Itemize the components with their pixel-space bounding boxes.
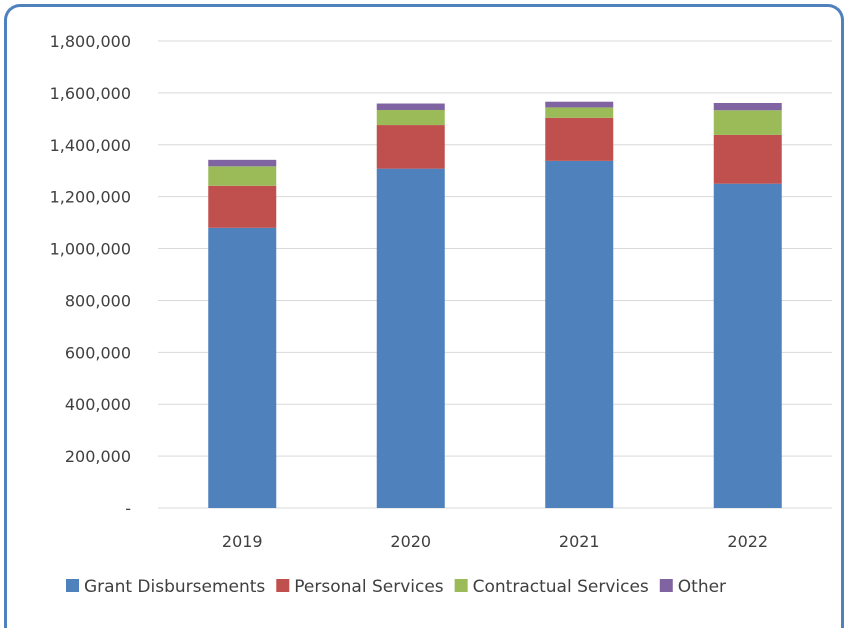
x-tick-label: 2022 — [727, 532, 768, 551]
y-tick-label: 400,000 — [65, 395, 131, 414]
bar-2020-contractual-services — [376, 110, 445, 126]
y-tick-label: 600,000 — [65, 343, 131, 362]
y-tick-label: 200,000 — [65, 447, 131, 466]
bar-2022-other — [713, 103, 782, 111]
bar-2022-contractual-services — [713, 110, 782, 135]
y-tick-label: 1,600,000 — [50, 84, 131, 103]
y-tick-label: 800,000 — [65, 291, 131, 310]
bar-2021-other — [545, 101, 614, 108]
x-tick-label: 2021 — [559, 532, 600, 551]
legend-label: Grant Disbursements — [84, 577, 265, 597]
bar-2021-grant-disbursements — [545, 160, 614, 508]
bars — [208, 101, 782, 509]
x-tick-label: 2020 — [390, 532, 431, 551]
bar-2019-personal-services — [208, 185, 277, 228]
bar-2021-contractual-services — [545, 107, 614, 118]
legend-swatch — [66, 579, 79, 592]
y-tick-label: 1,000,000 — [50, 240, 131, 259]
bar-2022-personal-services — [713, 134, 782, 184]
legend-label: Other — [678, 577, 726, 597]
y-tick-label: 1,200,000 — [50, 188, 131, 207]
x-axis: 2019 2020 2021 2022 — [222, 532, 768, 551]
x-tick-label: 2019 — [222, 532, 263, 551]
y-tick-label: 1,400,000 — [50, 136, 131, 155]
legend-swatch — [276, 579, 290, 592]
bar-2020-grant-disbursements — [376, 168, 445, 508]
legend: Grant Disbursements Personal Services Cont… — [66, 577, 726, 597]
bar-2019-contractual-services — [208, 166, 277, 186]
bar-2020-other — [376, 103, 445, 111]
legend-label: Contractual Services — [473, 577, 649, 597]
y-tick-label: - — [125, 499, 131, 518]
legend-swatch — [454, 579, 468, 592]
bar-2019-grant-disbursements — [208, 227, 277, 509]
bar-2020-personal-services — [376, 125, 445, 169]
legend-swatch — [659, 579, 673, 592]
legend-label: Personal Services — [294, 577, 443, 597]
bar-2021-personal-services — [545, 117, 614, 161]
bar-2022-grant-disbursements — [713, 183, 782, 508]
bar-2019-other — [208, 159, 277, 167]
y-axis: - 200,000 400,000 600,000 800,000 1,000,000 1,… — [50, 32, 131, 518]
y-tick-label: 1,800,000 — [50, 32, 131, 51]
